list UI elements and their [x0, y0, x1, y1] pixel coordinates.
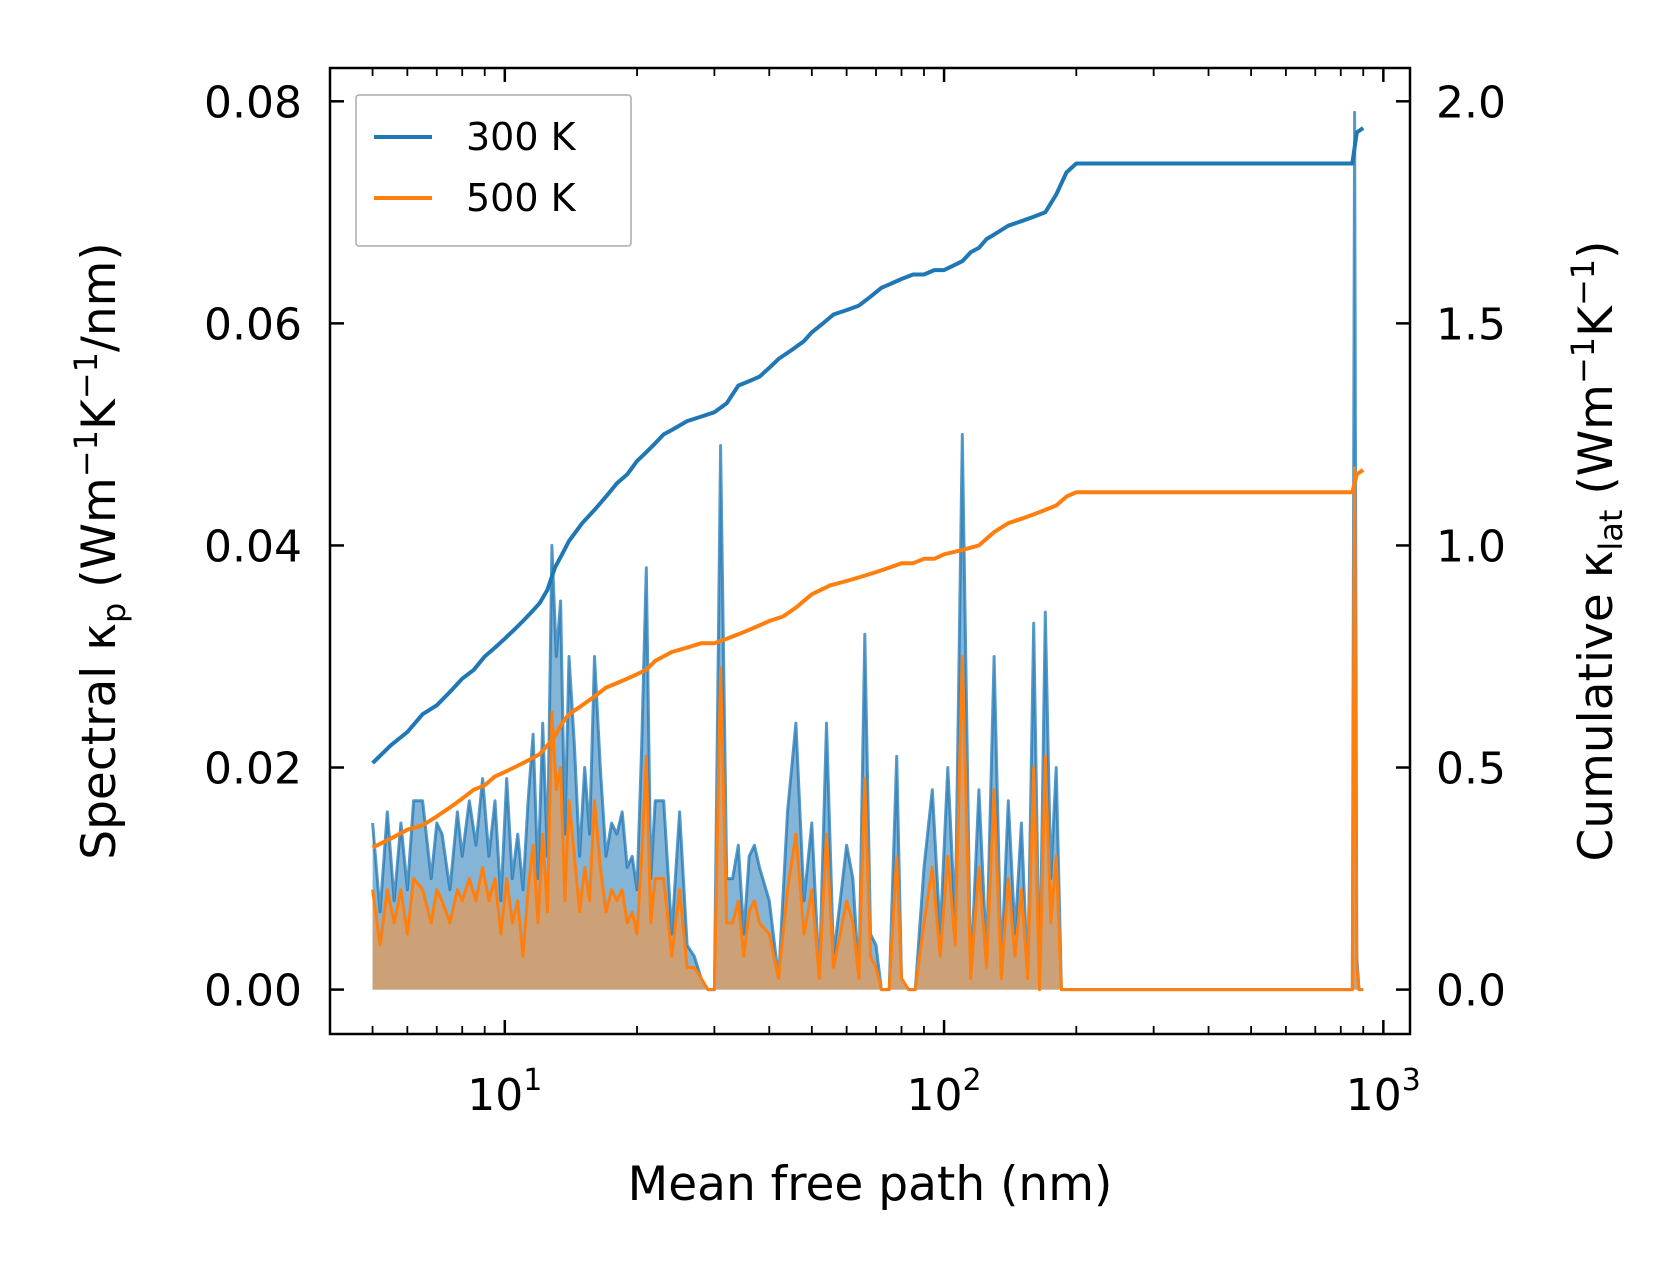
x-axis-title: Mean free path (nm)	[628, 1157, 1113, 1212]
y-axis-title-left: Spectral κp (Wm−1K−1/nm)	[67, 242, 133, 859]
y-left-sub: p	[95, 603, 133, 623]
y-right-main: Cumulative κ	[1569, 551, 1624, 862]
y-right-exp2: −1	[1564, 259, 1602, 306]
x-tick-label: 103	[1346, 1063, 1421, 1121]
y-left-main: Spectral κ	[72, 623, 127, 860]
y-right-mid: K	[1569, 305, 1624, 337]
y-left-tick-label: 0.08	[204, 77, 302, 128]
y-left-unit-open: (Wm	[72, 477, 127, 603]
y-left-tick-label: 0.02	[204, 744, 302, 795]
legend-box	[355, 94, 632, 247]
y-right-tick-label: 1.5	[1436, 299, 1506, 350]
x-tick-label: 102	[907, 1063, 982, 1121]
y-left-tick-label: 0.06	[204, 299, 302, 350]
y-right-sub: lat	[1592, 510, 1630, 551]
y-axis-title-right: Cumulative κlat (Wm−1K−1)	[1564, 240, 1630, 861]
cumulative-line-300k	[371, 126, 1365, 765]
legend-label-500k: 500 K	[466, 176, 577, 220]
y-left-exp2: −1	[67, 352, 105, 399]
y-left-tick-label: 0.04	[204, 521, 302, 572]
y-right-unit-open: (Wm	[1569, 384, 1624, 510]
y-left-exp1: −1	[67, 430, 105, 477]
cumulative-line-500k	[371, 468, 1365, 850]
ticks: 0.00 0.02 0.04 0.06 0.08 0.0 0.5 1.0 1.5 2.0 101 10…	[204, 68, 1506, 1121]
spectral-line-300k	[371, 110, 1364, 992]
x-tick-label: 101	[467, 1063, 542, 1121]
spectral-line-500k	[371, 466, 1364, 992]
y-right-tick-label: 0.5	[1436, 744, 1506, 795]
legend: 300 K 500 K	[355, 94, 632, 247]
y-left-mid: K	[72, 398, 127, 430]
y-right-unit-close: )	[1569, 240, 1624, 258]
plot-area	[371, 110, 1365, 992]
y-right-tick-label: 0.0	[1436, 966, 1506, 1017]
y-left-tick-label: 0.00	[204, 966, 302, 1017]
y-left-unit-close: /nm)	[72, 242, 127, 352]
plot-frame	[328, 66, 1412, 1036]
legend-label-300k: 300 K	[466, 115, 577, 159]
y-right-tick-label: 1.0	[1436, 521, 1506, 572]
y-right-tick-label: 2.0	[1436, 77, 1506, 128]
y-right-exp1: −1	[1564, 337, 1602, 384]
